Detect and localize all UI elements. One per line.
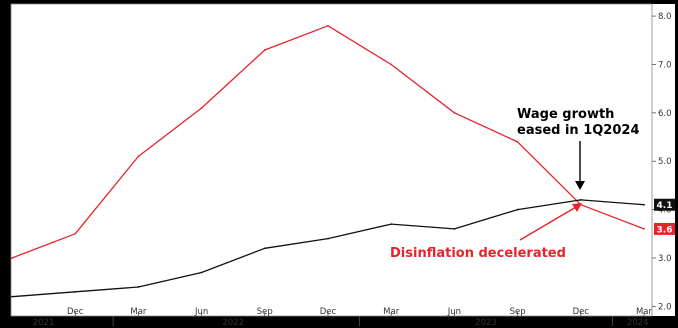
annotation-disinflation-arrowhead	[572, 203, 582, 212]
x-tick-label: Dec	[67, 307, 84, 317]
y-tick-label: 3.0	[658, 254, 672, 264]
x-year-label: 2023	[475, 318, 497, 328]
series-1-point	[643, 203, 645, 206]
series-1-end-badge	[654, 198, 675, 211]
y-tick-label: 7.0	[658, 60, 672, 70]
annotation-disinflation-text: Disinflation decelerated	[390, 246, 566, 261]
series-0-point	[390, 63, 393, 66]
series-0-point	[516, 140, 519, 143]
plot-frame	[10, 3, 653, 317]
series-1-point	[390, 223, 393, 225]
annotation-wage-line2: eased in 1Q2024	[517, 123, 640, 138]
series-0-point	[137, 155, 140, 158]
series-layer	[11, 24, 645, 298]
series-0-point	[200, 107, 203, 109]
y-tick-label: 2.0	[658, 302, 672, 312]
x-year-label: 2021	[33, 318, 55, 328]
series-0-point	[327, 24, 329, 27]
x-tick-label: Jun	[194, 307, 208, 317]
y-tick-label: 6.0	[658, 109, 672, 119]
series-1-point	[263, 247, 266, 250]
end-labels: 3.6 4.1	[654, 198, 675, 235]
x-tick-label: Sep	[257, 307, 273, 317]
x-tick-label: Mar	[636, 307, 653, 317]
plot-area	[11, 4, 652, 316]
series-1-point	[137, 286, 140, 288]
annotation-wage: Wage growth eased in 1Q2024	[517, 107, 640, 190]
x-tick-label: Dec	[573, 307, 590, 317]
y-tick-label: 8.0	[658, 12, 672, 22]
series-1-point	[200, 271, 203, 274]
x-year-label: 2024	[627, 318, 649, 328]
x-tick-label: Sep	[510, 307, 526, 317]
annotation-wage-line1: Wage growth	[517, 107, 614, 122]
x-year-label: 2022	[222, 318, 244, 328]
x-tick-label: Dec	[320, 307, 337, 317]
series-1-point	[74, 290, 77, 293]
y-tick-label: 5.0	[658, 157, 672, 167]
x-tick-label: Mar	[130, 307, 147, 317]
annotation-wage-arrowhead	[575, 181, 585, 190]
axis-strip	[652, 4, 675, 316]
x-axis: Dec Mar Jun Sep Dec Mar Jun Sep Dec Mar 2021 2022 20…	[33, 307, 653, 328]
series-1-point	[453, 228, 456, 230]
x-tick-label: Mar	[383, 307, 400, 317]
series-1-point	[327, 237, 329, 240]
series-1-point	[11, 295, 13, 298]
series-1-point	[579, 199, 582, 201]
series-0-point	[453, 111, 456, 114]
series-0-point	[74, 232, 77, 235]
x-tick-label: Jun	[447, 307, 461, 317]
series-0-point	[11, 257, 13, 259]
series-0-point	[643, 228, 645, 230]
series-0-end-label: 3.6	[657, 225, 673, 235]
annotation-disinflation: Disinflation decelerated	[390, 203, 582, 261]
annotation-disinflation-arrow	[519, 206, 577, 241]
series-1-point	[516, 208, 519, 211]
series-0-point	[263, 49, 266, 51]
series-0-end-badge	[654, 222, 675, 235]
series-1-end-label: 4.1	[657, 201, 673, 211]
